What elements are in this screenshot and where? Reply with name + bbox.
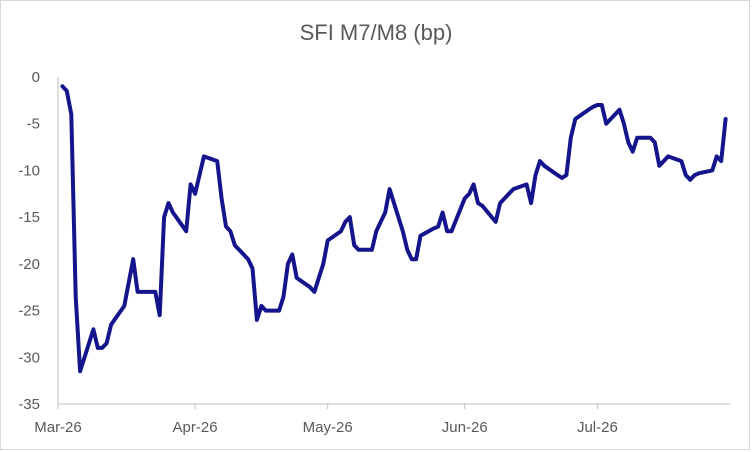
y-tick-label: -25: [18, 303, 40, 320]
series-group: [60, 84, 728, 374]
y-tick-label: -35: [18, 396, 40, 413]
y-tick-label: 0: [32, 69, 40, 86]
x-tick-labels: Mar-26 Apr-26 May-26 Jun-26 Jul-26: [34, 404, 618, 436]
y-tick-label: -20: [18, 256, 40, 273]
y-tick-label: -5: [27, 116, 40, 133]
x-tick-label: Jun-26: [442, 419, 488, 436]
chart-title: SFI M7/M8 (bp): [299, 20, 453, 45]
x-tick-label: Jul-26: [577, 419, 618, 436]
series-line: [60, 84, 728, 374]
y-tick-label: -10: [18, 162, 40, 179]
y-tick-label: -30: [18, 349, 40, 366]
y-tick-labels: 0 -5 -10 -15 -20 -25 -30 -35: [18, 69, 40, 413]
chart-axes: [57, 77, 730, 405]
x-tick-label: Mar-26: [34, 419, 82, 436]
x-tick-label: May-26: [303, 419, 353, 436]
x-tick-label: Apr-26: [173, 419, 218, 436]
y-tick-label: -15: [18, 209, 40, 226]
